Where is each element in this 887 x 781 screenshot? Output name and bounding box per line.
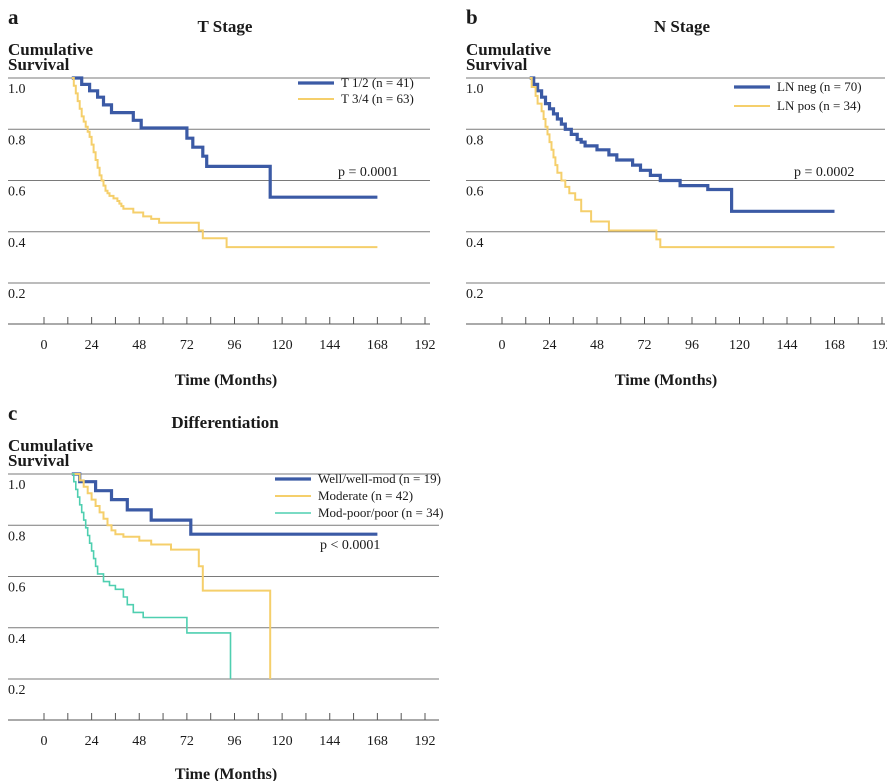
x-tick-label: 48 <box>132 338 146 353</box>
x-tick-label: 0 <box>41 338 48 353</box>
p-value-annotation: p < 0.0001 <box>320 538 380 553</box>
x-tick-label: 48 <box>132 734 146 749</box>
series-line-1 <box>71 76 378 199</box>
y-tick-label: 0.8 <box>466 133 484 148</box>
legend-entry: LN pos (n = 34) <box>777 98 861 113</box>
x-tick-label: 192 <box>872 338 887 353</box>
panel-letter: a <box>8 5 19 29</box>
chart-title: N Stage <box>654 17 711 36</box>
panel-letter: b <box>466 5 478 29</box>
y-axis-label: Survival <box>8 55 70 74</box>
y-tick-label: 0.4 <box>8 236 26 251</box>
legend-entry: Well/well-mod (n = 19) <box>318 471 441 486</box>
x-tick-label: 144 <box>319 338 340 353</box>
legend-entry: Mod-poor/poor (n = 34) <box>318 505 443 520</box>
x-tick-label: 168 <box>367 734 388 749</box>
x-tick-label: 120 <box>272 338 293 353</box>
series-line-1 <box>529 76 835 213</box>
x-tick-label: 120 <box>272 734 293 749</box>
series-line-2 <box>529 77 835 249</box>
y-tick-label: 0.8 <box>8 529 26 544</box>
x-tick-label: 168 <box>367 338 388 353</box>
y-axis-label: Cumulative <box>8 40 93 59</box>
series-line-2 <box>71 473 272 679</box>
legend: Well/well-mod (n = 19) Moderate (n = 42) M… <box>275 471 443 520</box>
x-tick-label: 144 <box>319 734 340 749</box>
y-tick-label: 0.6 <box>466 185 484 200</box>
x-tick-label: 144 <box>777 338 798 353</box>
y-axis-label: Survival <box>466 55 528 74</box>
y-tick-label: 0.2 <box>466 287 484 302</box>
x-tick-label: 96 <box>228 734 242 749</box>
y-tick-label: 1.0 <box>466 82 484 97</box>
p-value-annotation: p = 0.0002 <box>794 165 854 180</box>
series-line-2 <box>71 77 378 249</box>
series-line-3 <box>71 473 232 679</box>
x-axis-label: Time (Months) <box>615 372 717 389</box>
x-tick-label: 192 <box>415 734 436 749</box>
y-tick-label: 0.4 <box>466 236 484 251</box>
y-tick-label: 0.2 <box>8 287 26 302</box>
legend: LN neg (n = 70) LN pos (n = 34) <box>734 79 862 113</box>
legend-entry: Moderate (n = 42) <box>318 488 413 503</box>
x-tick-label: 24 <box>543 338 557 353</box>
p-value-annotation: p = 0.0001 <box>338 165 398 180</box>
y-tick-label: 0.8 <box>8 133 26 148</box>
x-tick-label: 72 <box>638 338 652 353</box>
x-axis-label: Time (Months) <box>175 766 277 781</box>
chart-title: T Stage <box>198 17 253 36</box>
x-tick-label: 96 <box>685 338 699 353</box>
legend: T 1/2 (n = 41)T 3/4 (n = 63) <box>298 75 414 106</box>
chart-title: Differentiation <box>171 413 279 432</box>
x-tick-label: 96 <box>228 338 242 353</box>
x-tick-label: 72 <box>180 734 194 749</box>
series-line-1 <box>71 472 378 536</box>
x-tick-label: 24 <box>85 734 99 749</box>
y-tick-label: 0.4 <box>8 632 26 647</box>
y-tick-label: 0.2 <box>8 683 26 698</box>
x-tick-label: 168 <box>824 338 845 353</box>
x-tick-label: 48 <box>590 338 604 353</box>
x-tick-label: 24 <box>85 338 99 353</box>
panel-letter: c <box>8 401 17 425</box>
x-tick-label: 120 <box>729 338 750 353</box>
x-tick-label: 72 <box>180 338 194 353</box>
y-axis-label: Cumulative <box>8 436 93 455</box>
y-axis-label: Cumulative <box>466 40 551 59</box>
x-axis-label: Time (Months) <box>175 372 277 389</box>
y-tick-label: 1.0 <box>8 82 26 97</box>
x-tick-label: 0 <box>499 338 506 353</box>
y-tick-label: 0.6 <box>8 581 26 596</box>
x-tick-label: 0 <box>41 734 48 749</box>
legend-entry: LN neg (n = 70) <box>777 79 862 94</box>
legend-entry: T 1/2 (n = 41) <box>341 75 414 90</box>
y-tick-label: 1.0 <box>8 478 26 493</box>
legend-entry: T 3/4 (n = 63) <box>341 91 414 106</box>
x-tick-label: 192 <box>415 338 436 353</box>
y-tick-label: 0.6 <box>8 185 26 200</box>
y-axis-label: Survival <box>8 451 70 470</box>
